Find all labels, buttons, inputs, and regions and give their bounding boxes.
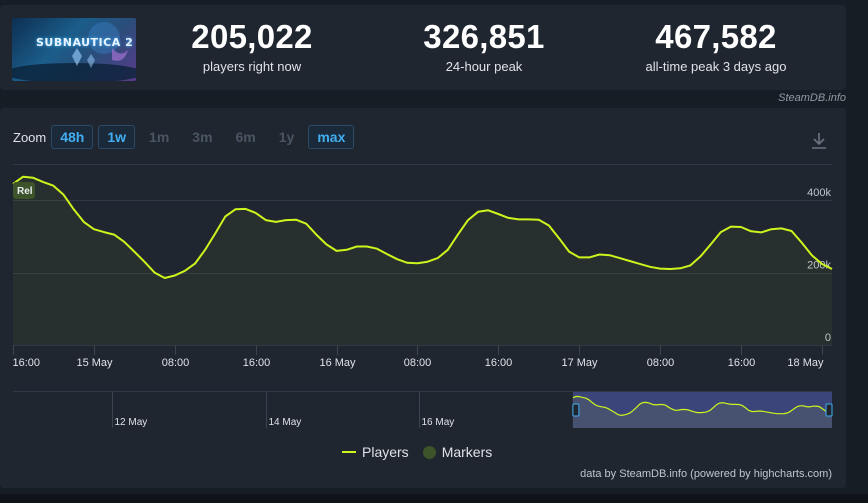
x-tick-label: 17 May: [561, 357, 598, 369]
download-icon[interactable]: [808, 130, 830, 152]
x-tick-label: 16:00: [728, 357, 756, 369]
x-tick-label: 16 May: [319, 357, 356, 369]
stat-24h-peak: 326,851 24-hour peak: [384, 18, 584, 75]
navigator-date-label: 12 May: [115, 417, 148, 428]
y-tick-label: 200k: [807, 260, 831, 272]
legend-markers[interactable]: Markers: [422, 444, 493, 460]
zoom-label: Zoom: [13, 129, 47, 145]
chart-legend: Players Markers: [342, 444, 506, 460]
navigator-line: [572, 395, 833, 417]
zoom-bar: Zoom 48h 1w 1m 3m 6m 1y max: [13, 125, 359, 149]
zoom-1y-button[interactable]: 1y: [278, 129, 295, 145]
navigator-area: [572, 396, 832, 428]
zoom-max-button[interactable]: max: [308, 125, 355, 149]
current-players-label: players right now: [202, 59, 302, 74]
peak24-label: 24-hour peak: [445, 59, 523, 74]
player-chart[interactable]: 0 200k 400k 16:00 15 May 08:00 16:00 16 May 08:0…: [0, 108, 846, 488]
zoom-3m-button[interactable]: 3m: [192, 129, 213, 145]
legend-markers-label: Markers: [441, 444, 493, 460]
powered-by-credit: data by SteamDB.info (powered by highcha…: [580, 468, 832, 480]
x-tick-label: 16:00: [13, 357, 41, 369]
alltime-value: 467,582: [655, 18, 777, 55]
bottom-strip: [0, 494, 868, 503]
x-tick-label: 08:00: [647, 357, 675, 369]
zoom-1m-button[interactable]: 1m: [149, 129, 170, 145]
y-tick-label: 0: [825, 332, 831, 344]
legend-players[interactable]: Players: [342, 444, 409, 460]
markers-dot-swatch: [422, 445, 436, 459]
y-tick-label: 400k: [807, 187, 831, 199]
navigator-selection: [572, 392, 832, 428]
x-tick-label: 15 May: [76, 357, 113, 369]
navigator-right-handle[interactable]: [825, 403, 833, 417]
x-tick-label: 16:00: [243, 357, 271, 369]
x-tick-label: 08:00: [162, 357, 190, 369]
x-tick-label: 16:00: [485, 357, 513, 369]
navigator-date-label: 16 May: [422, 417, 455, 428]
game-logo-text: SUBNAUTICA 2: [36, 36, 134, 49]
alltime-label: all-time peak 3 days ago: [645, 59, 787, 74]
players-line: [12, 175, 833, 279]
navigator-date-label: 14 May: [269, 417, 302, 428]
x-tick-label: 08:00: [404, 357, 432, 369]
release-marker-label: Rel: [17, 186, 33, 197]
navigator-left-handle[interactable]: [572, 403, 580, 417]
peak24-value: 326,851: [423, 18, 545, 55]
legend-players-label: Players: [362, 444, 409, 460]
zoom-1w-button[interactable]: 1w: [98, 125, 136, 149]
release-marker: [13, 182, 35, 199]
chart-panel: 0 200k 400k 16:00 15 May 08:00 16:00 16 May 08:0…: [0, 108, 846, 488]
game-art: [12, 22, 136, 81]
stats-panel: SUBNAUTICA 2 205,022 players right now 3…: [0, 5, 846, 90]
game-thumbnail[interactable]: SUBNAUTICA 2: [12, 18, 136, 81]
stat-current: 205,022 players right now: [152, 18, 352, 75]
players-area: [13, 176, 832, 345]
zoom-48h-button[interactable]: 48h: [51, 125, 94, 149]
x-tick-label: 18 May: [787, 357, 824, 369]
steamdb-credit[interactable]: SteamDB.info: [778, 92, 846, 104]
zoom-6m-button[interactable]: 6m: [235, 129, 256, 145]
stat-alltime-peak: 467,582 all-time peak 3 days ago: [616, 18, 816, 75]
players-line-swatch: [342, 451, 356, 453]
current-players-value: 205,022: [191, 18, 313, 55]
